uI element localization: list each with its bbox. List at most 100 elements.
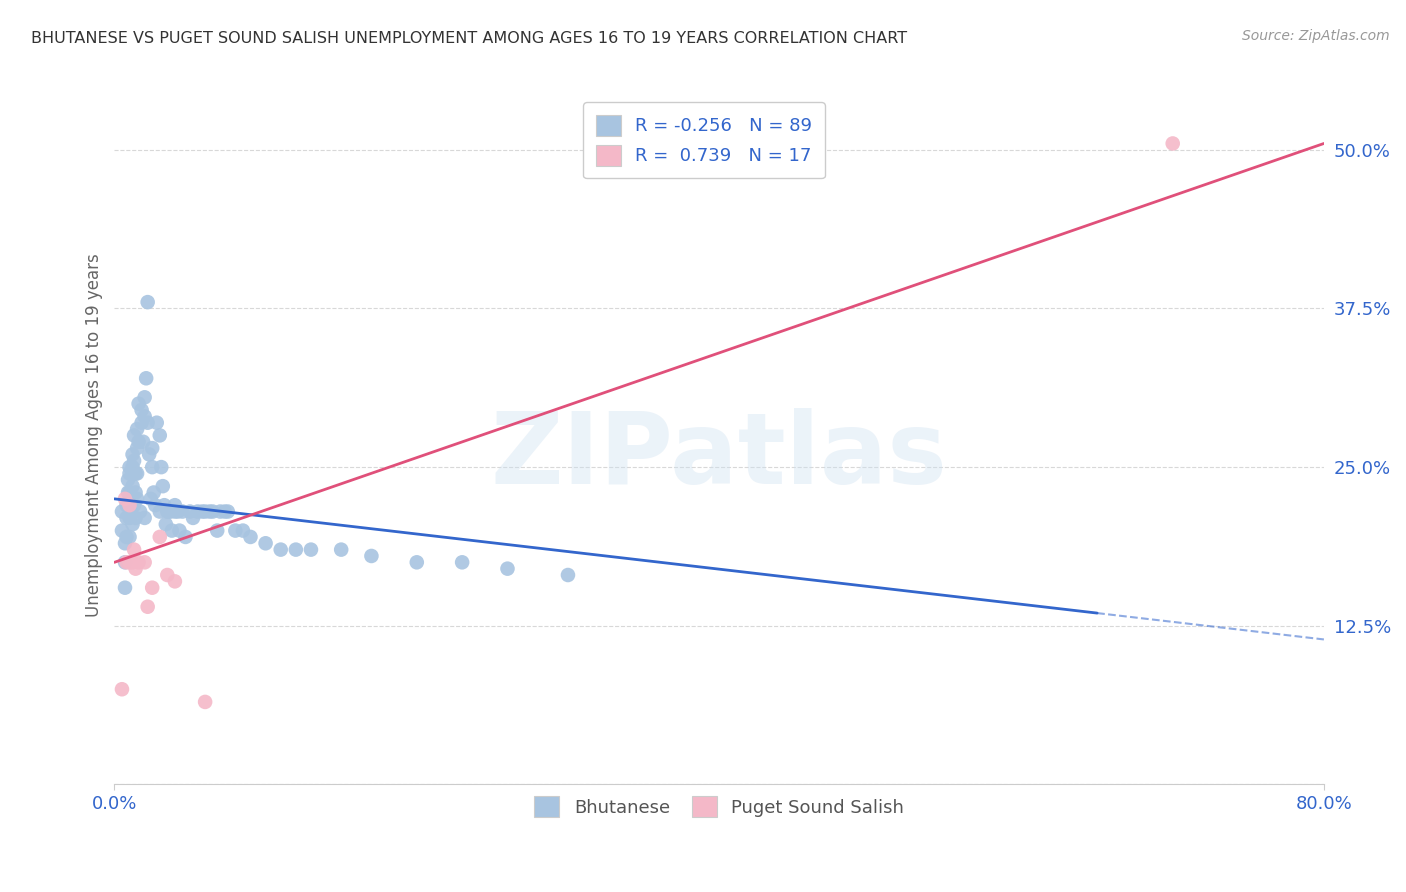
Point	[1161, 136, 1184, 151]
Legend: Bhutanese, Puget Sound Salish: Bhutanese, Puget Sound Salish	[527, 789, 911, 824]
Point	[127, 441, 149, 455]
Point	[117, 473, 139, 487]
Point	[114, 581, 136, 595]
Point	[124, 562, 146, 576]
Point	[122, 542, 145, 557]
Point	[155, 517, 177, 532]
Point	[128, 434, 150, 449]
Point	[139, 491, 162, 506]
Point	[191, 504, 214, 518]
Point	[232, 524, 254, 538]
Point	[127, 467, 149, 481]
Point	[135, 371, 157, 385]
Point	[134, 555, 156, 569]
Point	[121, 479, 143, 493]
Point	[118, 460, 141, 475]
Point	[217, 504, 239, 518]
Point	[187, 504, 209, 518]
Point	[141, 441, 163, 455]
Point	[111, 524, 134, 538]
Point	[167, 504, 190, 518]
Point	[122, 428, 145, 442]
Point	[131, 403, 153, 417]
Point	[122, 498, 145, 512]
Text: ZIPatlas: ZIPatlas	[491, 408, 948, 505]
Point	[156, 568, 179, 582]
Point	[121, 460, 143, 475]
Text: Source: ZipAtlas.com: Source: ZipAtlas.com	[1241, 29, 1389, 43]
Point	[111, 504, 134, 518]
Point	[141, 581, 163, 595]
Point	[124, 467, 146, 481]
Point	[121, 517, 143, 532]
Point	[118, 511, 141, 525]
Point	[118, 467, 141, 481]
Point	[451, 555, 474, 569]
Point	[150, 460, 173, 475]
Point	[163, 574, 186, 589]
Point	[330, 542, 353, 557]
Point	[118, 485, 141, 500]
Point	[118, 555, 141, 569]
Point	[136, 295, 159, 310]
Point	[149, 428, 172, 442]
Point	[214, 504, 236, 518]
Point	[128, 555, 150, 569]
Point	[114, 491, 136, 506]
Point	[128, 397, 150, 411]
Point	[179, 504, 201, 518]
Point	[299, 542, 322, 557]
Point	[149, 530, 172, 544]
Point	[115, 511, 138, 525]
Point	[117, 485, 139, 500]
Point	[134, 390, 156, 404]
Point	[129, 504, 152, 518]
Point	[134, 409, 156, 424]
Point	[143, 498, 166, 512]
Point	[496, 562, 519, 576]
Point	[111, 682, 134, 697]
Point	[122, 454, 145, 468]
Point	[201, 504, 224, 518]
Point	[159, 504, 181, 518]
Point	[194, 695, 217, 709]
Point	[141, 460, 163, 475]
Point	[114, 536, 136, 550]
Point	[174, 530, 197, 544]
Point	[121, 555, 143, 569]
Point	[224, 524, 246, 538]
Point	[115, 530, 138, 544]
Point	[270, 542, 292, 557]
Point	[138, 447, 160, 461]
Point	[163, 504, 186, 518]
Point	[194, 504, 217, 518]
Text: BHUTANESE VS PUGET SOUND SALISH UNEMPLOYMENT AMONG AGES 16 TO 19 YEARS CORRELATI: BHUTANESE VS PUGET SOUND SALISH UNEMPLOY…	[31, 31, 907, 46]
Point	[209, 504, 232, 518]
Point	[205, 524, 228, 538]
Point	[127, 422, 149, 436]
Point	[118, 530, 141, 544]
Point	[114, 555, 136, 569]
Point	[172, 504, 194, 518]
Point	[239, 530, 262, 544]
Point	[157, 504, 180, 518]
Point	[160, 524, 183, 538]
Point	[156, 504, 179, 518]
Point	[284, 542, 307, 557]
Point	[254, 536, 277, 550]
Point	[118, 498, 141, 512]
Point	[136, 416, 159, 430]
Point	[181, 511, 204, 525]
Point	[136, 599, 159, 614]
Point	[360, 549, 382, 563]
Point	[152, 479, 174, 493]
Point	[124, 485, 146, 500]
Point	[132, 434, 155, 449]
Point	[118, 498, 141, 512]
Point	[153, 498, 176, 512]
Point	[149, 504, 172, 518]
Point	[198, 504, 221, 518]
Point	[142, 485, 165, 500]
Point	[127, 491, 149, 506]
Point	[145, 416, 167, 430]
